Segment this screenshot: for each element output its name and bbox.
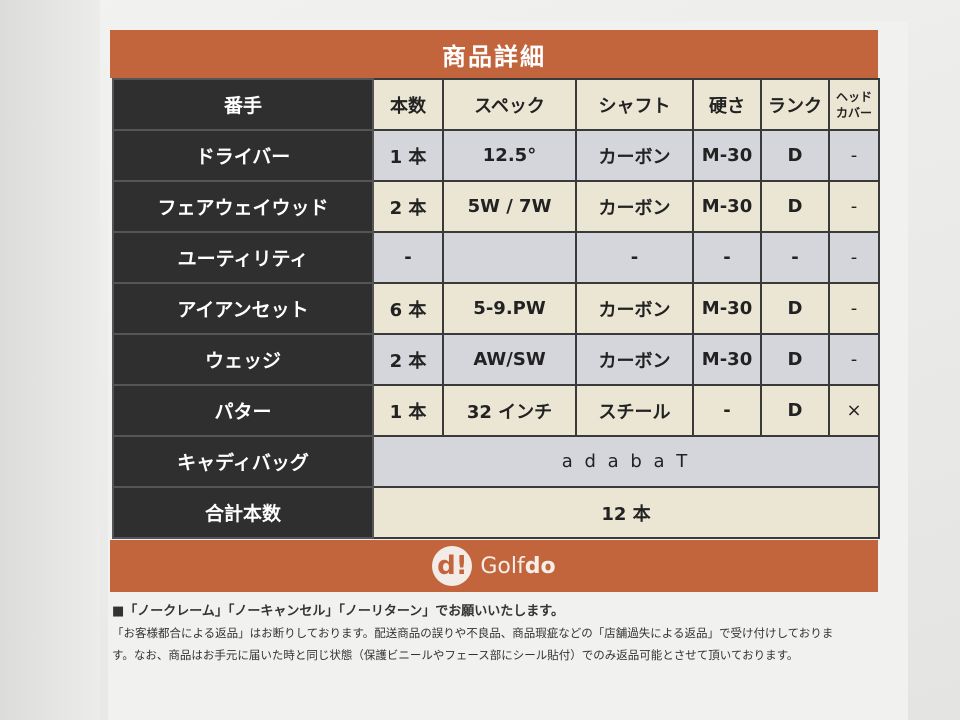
table-row: フェアウェイウッド 2 本 5W / 7W カーボン M-30 D - bbox=[112, 180, 880, 233]
caddy-value: a d a b a T bbox=[372, 435, 880, 488]
golfdo-logo-text: Golfdo bbox=[480, 554, 555, 579]
row-cell: スチール bbox=[575, 384, 694, 437]
total-label: 合計本数 bbox=[112, 486, 374, 539]
header-rank: ランク bbox=[760, 78, 830, 131]
row-label: パター bbox=[112, 384, 374, 437]
table-row: アイアンセット 6 本 5-9.PW カーボン M-30 D - bbox=[112, 282, 880, 335]
header-number: 番手 bbox=[112, 78, 374, 131]
caddy-label: キャディバッグ bbox=[112, 435, 374, 488]
row-cell: - bbox=[828, 231, 880, 284]
row-cell: 12.5° bbox=[442, 129, 577, 182]
row-cell: 1 本 bbox=[372, 384, 444, 437]
row-cell: 5-9.PW bbox=[442, 282, 577, 335]
row-cell: M-30 bbox=[692, 333, 762, 386]
row-cell: カーボン bbox=[575, 333, 694, 386]
table-row: ドライバー 1 本 12.5° カーボン M-30 D - bbox=[112, 129, 880, 182]
footer-logo-band: d! Golfdo bbox=[110, 540, 878, 592]
row-cell: - bbox=[828, 129, 880, 182]
row-cell: D bbox=[760, 282, 830, 335]
row-cell: カーボン bbox=[575, 282, 694, 335]
row-cell: M-30 bbox=[692, 282, 762, 335]
header-headcover: ヘッド カバー bbox=[828, 78, 880, 131]
row-cell: - bbox=[760, 231, 830, 284]
note-line: す。なお、商品はお手元に届いた時と同じ状態（保護ビニールやフェース部にシール貼付… bbox=[112, 648, 799, 662]
logo-text-golf: Golf bbox=[480, 553, 525, 579]
header-spec: スペック bbox=[442, 78, 577, 131]
row-cell: - bbox=[828, 333, 880, 386]
header-headcover-line2: カバー bbox=[835, 105, 872, 120]
row-cell: M-30 bbox=[692, 180, 762, 233]
row-cell: 5W / 7W bbox=[442, 180, 577, 233]
golfdo-logo-icon: d! bbox=[432, 546, 473, 586]
table-row: パター 1 本 32 インチ スチール - D × bbox=[112, 384, 880, 437]
row-cell: D bbox=[760, 384, 830, 437]
row-cell: - bbox=[372, 231, 444, 284]
row-cell: - bbox=[575, 231, 694, 284]
notes: ■「ノークレーム」「ノーキャンセル」「ノーリターン」でお願いいたします。 「お客… bbox=[112, 600, 902, 669]
row-label: ユーティリティ bbox=[112, 231, 374, 284]
header-row: 番手 本数 スペック シャフト 硬さ ランク ヘッド カバー bbox=[112, 78, 880, 131]
page-title: 商品詳細 bbox=[110, 30, 878, 78]
header-shaft: シャフト bbox=[575, 78, 694, 131]
row-label: アイアンセット bbox=[112, 282, 374, 335]
row-cell: D bbox=[760, 333, 830, 386]
table-row: ユーティリティ - - - - - bbox=[112, 231, 880, 284]
row-cell: カーボン bbox=[575, 129, 694, 182]
row-label: ドライバー bbox=[112, 129, 374, 182]
row-cell: 6 本 bbox=[372, 282, 444, 335]
total-value: 12 本 bbox=[372, 486, 880, 539]
header-flex: 硬さ bbox=[692, 78, 762, 131]
row-label: ウェッジ bbox=[112, 333, 374, 386]
paper-edge bbox=[0, 0, 100, 720]
row-cell: 32 インチ bbox=[442, 384, 577, 437]
row-cell: × bbox=[828, 384, 880, 437]
header-headcover-line1: ヘッド bbox=[835, 89, 872, 104]
note-heading: ■「ノークレーム」「ノーキャンセル」「ノーリターン」でお願いいたします。 bbox=[112, 604, 564, 619]
row-cell: - bbox=[692, 384, 762, 437]
row-cell: D bbox=[760, 129, 830, 182]
table-row: ウェッジ 2 本 AW/SW カーボン M-30 D - bbox=[112, 333, 880, 386]
row-cell: カーボン bbox=[575, 180, 694, 233]
note-line: 「お客様都合による返品」はお断りしております。配送商品の誤りや不良品、商品瑕疵な… bbox=[112, 626, 834, 640]
row-cell: 2 本 bbox=[372, 180, 444, 233]
row-cell: - bbox=[692, 231, 762, 284]
row-cell: - bbox=[828, 282, 880, 335]
logo-text-do: do bbox=[524, 553, 556, 579]
caddy-row: キャディバッグ a d a b a T bbox=[112, 435, 880, 488]
row-cell: - bbox=[828, 180, 880, 233]
row-cell: 1 本 bbox=[372, 129, 444, 182]
row-cell: AW/SW bbox=[442, 333, 577, 386]
header-count: 本数 bbox=[372, 78, 444, 131]
row-cell: M-30 bbox=[692, 129, 762, 182]
total-row: 合計本数 12 本 bbox=[112, 486, 880, 539]
row-cell: D bbox=[760, 180, 830, 233]
product-detail-table: 番手 本数 スペック シャフト 硬さ ランク ヘッド カバー ドライバー 1 本 12… bbox=[112, 78, 880, 539]
row-cell bbox=[442, 231, 577, 284]
row-cell: 2 本 bbox=[372, 333, 444, 386]
row-label: フェアウェイウッド bbox=[112, 180, 374, 233]
